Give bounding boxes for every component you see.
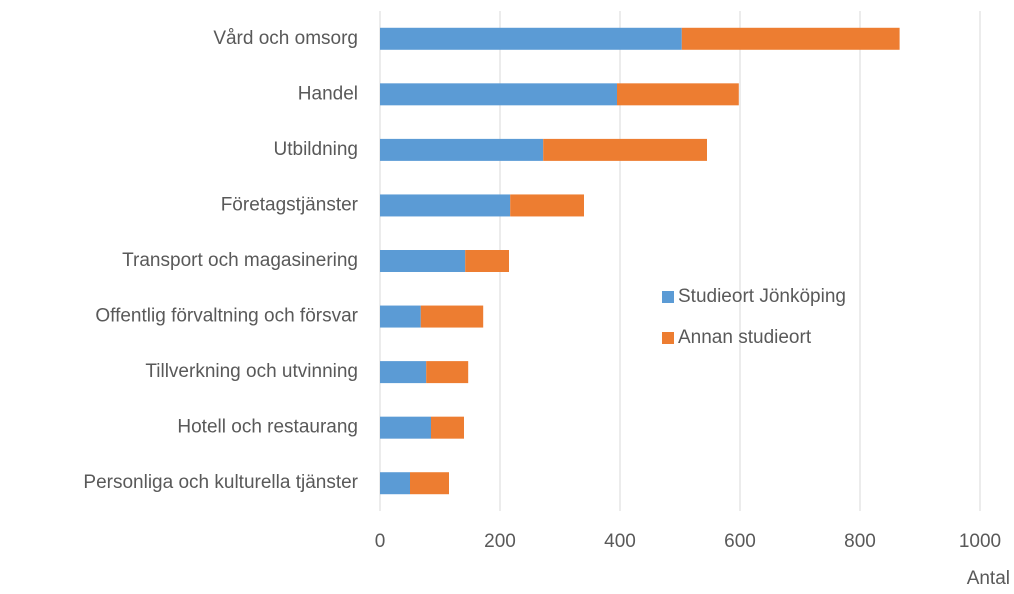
bar-segment [431, 416, 464, 439]
y-tick-label: Tillverkning och utvinning [145, 361, 358, 382]
bar-segment [510, 194, 584, 217]
y-tick-label: Transport och magasinering [122, 250, 358, 271]
x-tick-label: 200 [484, 531, 516, 552]
bar-segment [380, 194, 511, 217]
bar-segment [465, 250, 509, 272]
bar-segment [380, 361, 427, 384]
y-tick-label: Handel [298, 83, 358, 104]
y-tick-label: Offentlig förvaltning och försvar [95, 306, 358, 327]
x-tick-label: 1000 [959, 531, 1001, 552]
bar-segment [681, 27, 900, 50]
bar-segment [380, 416, 431, 439]
y-tick-label: Hotell och restaurang [177, 417, 358, 438]
bar-segment [380, 83, 617, 106]
bar-segment [410, 472, 449, 495]
bar-segment [380, 27, 682, 50]
y-tick-label: Utbildning [274, 139, 359, 160]
legend-label: Annan studieort [678, 327, 812, 348]
bar-segment [426, 361, 469, 384]
legend-swatch [662, 291, 674, 303]
x-tick-label: 800 [844, 531, 876, 552]
x-tick-label: 600 [724, 531, 756, 552]
bar-segment [380, 250, 466, 272]
bar-segment [617, 83, 739, 106]
x-tick-label: 0 [375, 531, 386, 552]
bar-segment [380, 305, 421, 328]
y-tick-label: Personliga och kulturella tjänster [83, 472, 358, 493]
bar-segment [380, 472, 410, 495]
bar-segment [543, 138, 707, 161]
y-tick-label: Företagstjänster [221, 194, 359, 215]
legend-swatch [662, 332, 674, 344]
bar-segment [380, 138, 544, 161]
x-axis-label: Antal [967, 568, 1010, 589]
x-tick-label: 400 [604, 531, 636, 552]
y-tick-label: Vård och omsorg [213, 28, 358, 49]
bar-segment [420, 305, 484, 328]
legend-label: Studieort Jönköping [678, 286, 846, 307]
